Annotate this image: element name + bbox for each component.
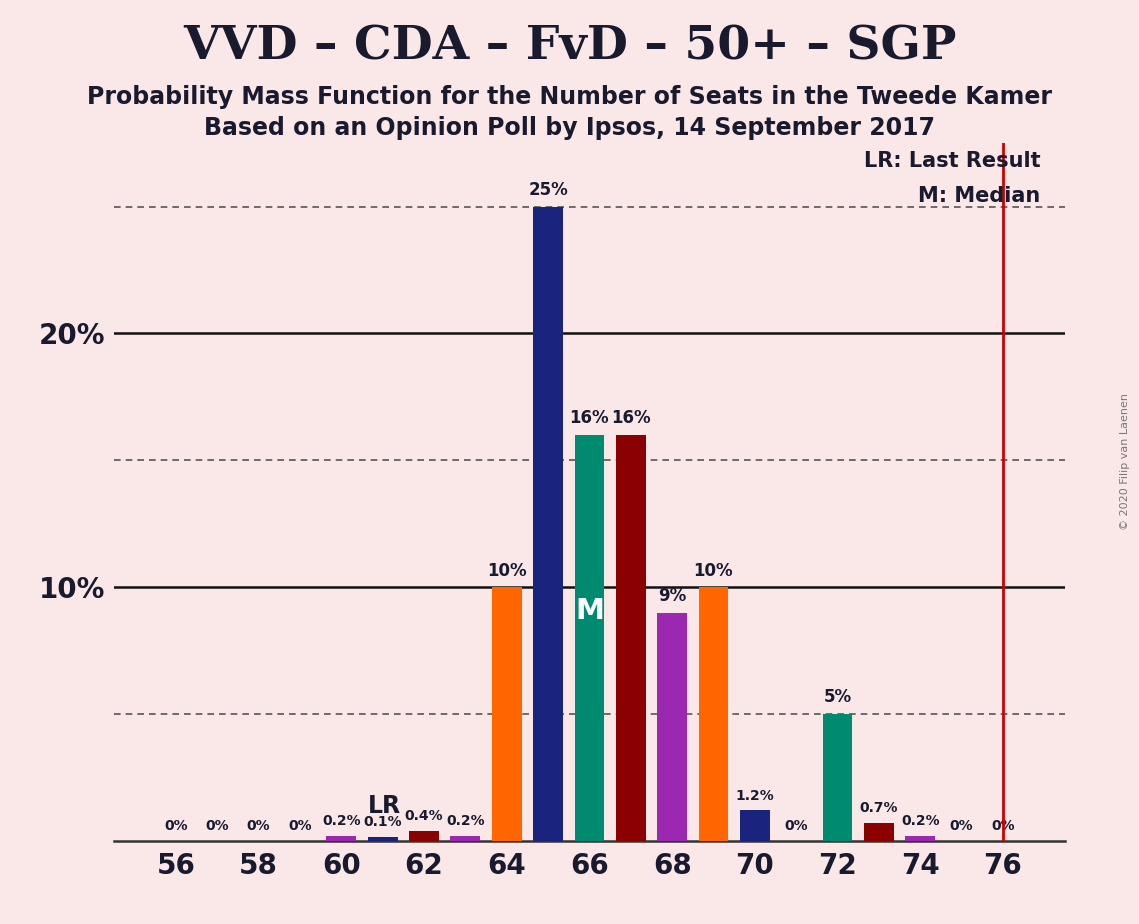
Text: 25%: 25% — [528, 181, 568, 199]
Text: 9%: 9% — [658, 587, 687, 605]
Text: LR: Last Result: LR: Last Result — [863, 151, 1040, 171]
Text: © 2020 Filip van Laenen: © 2020 Filip van Laenen — [1121, 394, 1130, 530]
Bar — [451, 836, 481, 841]
Text: 0%: 0% — [950, 820, 974, 833]
Text: 10%: 10% — [486, 562, 526, 579]
Text: 0%: 0% — [247, 820, 270, 833]
Text: 0.2%: 0.2% — [322, 814, 361, 828]
Bar — [533, 207, 563, 841]
Text: 0%: 0% — [288, 820, 312, 833]
Text: 0.4%: 0.4% — [404, 809, 443, 823]
Bar — [865, 823, 894, 841]
Bar — [698, 587, 728, 841]
Text: 16%: 16% — [611, 409, 650, 427]
Text: 0.1%: 0.1% — [363, 815, 402, 830]
Text: LR: LR — [368, 794, 401, 818]
Bar — [368, 837, 398, 841]
Text: 0%: 0% — [991, 820, 1015, 833]
Text: M: M — [575, 597, 604, 626]
Bar — [492, 587, 522, 841]
Text: 5%: 5% — [823, 688, 852, 706]
Text: 0.7%: 0.7% — [860, 801, 899, 816]
Bar — [327, 836, 357, 841]
Bar — [574, 435, 605, 841]
Text: VVD – CDA – FvD – 50+ – SGP: VVD – CDA – FvD – 50+ – SGP — [183, 23, 956, 69]
Text: M: Median: M: Median — [918, 187, 1040, 206]
Bar — [906, 836, 935, 841]
Text: Probability Mass Function for the Number of Seats in the Tweede Kamer: Probability Mass Function for the Number… — [87, 85, 1052, 109]
Text: 0.2%: 0.2% — [901, 814, 940, 828]
Text: 0%: 0% — [205, 820, 229, 833]
Text: 1.2%: 1.2% — [736, 789, 775, 803]
Text: 0.2%: 0.2% — [446, 814, 485, 828]
Bar — [616, 435, 646, 841]
Text: 16%: 16% — [570, 409, 609, 427]
Text: 0%: 0% — [164, 820, 188, 833]
Text: 10%: 10% — [694, 562, 734, 579]
Bar — [657, 613, 687, 841]
Bar — [822, 714, 852, 841]
Bar — [740, 810, 770, 841]
Text: Based on an Opinion Poll by Ipsos, 14 September 2017: Based on an Opinion Poll by Ipsos, 14 Se… — [204, 116, 935, 140]
Text: 0%: 0% — [785, 820, 808, 833]
Bar — [409, 831, 439, 841]
